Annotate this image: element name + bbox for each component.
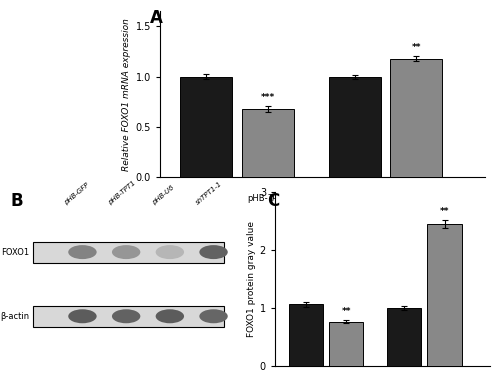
Bar	[329, 322, 364, 366]
FancyBboxPatch shape	[33, 242, 224, 262]
Text: FOXO1: FOXO1	[2, 248, 29, 257]
Text: pHB-: pHB-	[186, 194, 206, 203]
Bar	[390, 58, 442, 177]
Text: B: B	[10, 192, 22, 210]
Y-axis label: FOXO1 protein gray value: FOXO1 protein gray value	[246, 221, 256, 337]
Ellipse shape	[200, 245, 228, 259]
Bar	[387, 308, 421, 366]
Ellipse shape	[156, 309, 184, 323]
Text: U6: U6	[355, 194, 366, 203]
Text: shTPT1-1: shTPT1-1	[194, 181, 224, 206]
Bar	[180, 77, 233, 177]
Text: pHB-GFP: pHB-GFP	[64, 182, 91, 206]
Text: ***: ***	[260, 93, 275, 102]
Bar	[242, 109, 294, 177]
Text: **: **	[412, 43, 421, 52]
FancyBboxPatch shape	[33, 306, 224, 326]
Ellipse shape	[68, 245, 96, 259]
Text: sh: sh	[406, 194, 416, 203]
Bar	[288, 304, 323, 366]
Ellipse shape	[200, 309, 228, 323]
Text: TPT1: TPT1	[268, 194, 288, 203]
Text: GFP: GFP	[206, 194, 223, 203]
Ellipse shape	[68, 309, 96, 323]
Y-axis label: Relative FOXO1 mRNA expression: Relative FOXO1 mRNA expression	[122, 18, 132, 171]
Text: C: C	[268, 192, 280, 210]
Text: pHB-TPT1: pHB-TPT1	[108, 180, 137, 206]
Text: **: **	[440, 207, 450, 216]
Text: **: **	[342, 307, 351, 316]
Text: pHB-: pHB-	[247, 194, 268, 203]
Ellipse shape	[156, 245, 184, 259]
Text: β-actin: β-actin	[0, 312, 29, 321]
Ellipse shape	[112, 309, 140, 323]
Bar	[329, 77, 381, 177]
Text: pHB-U6: pHB-U6	[151, 184, 175, 206]
Bar	[428, 224, 462, 366]
Ellipse shape	[112, 245, 140, 259]
Text: pHB-: pHB-	[334, 194, 355, 203]
Text: TPT1-1: TPT1-1	[416, 194, 446, 203]
Text: A: A	[150, 9, 163, 28]
